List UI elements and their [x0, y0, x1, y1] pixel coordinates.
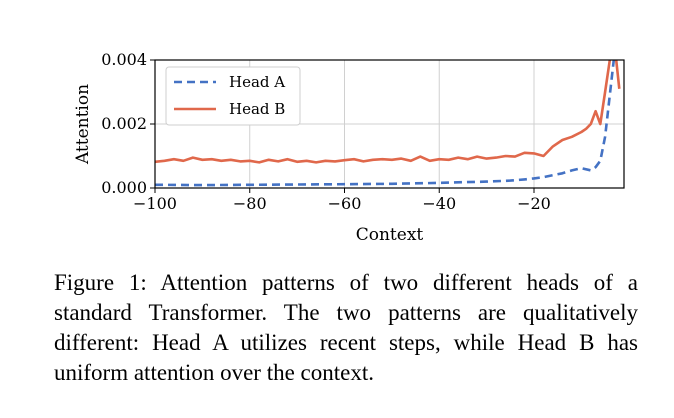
legend-label-head-a: Head A [229, 73, 285, 91]
attention-chart: −100 −80 −60 −40 −20 0.000 0.002 0.004 Head A H… [73, 50, 625, 245]
x-tick-label: −20 [517, 194, 551, 213]
plot-area: −100 −80 −60 −40 −20 0.000 0.002 0.004 Head A H… [101, 50, 625, 213]
x-axis-label: Context [356, 225, 424, 245]
x-tick-label: −100 [133, 194, 177, 213]
y-tick-label: 0.004 [101, 50, 147, 69]
y-tick-label: 0.002 [101, 114, 147, 133]
series-layer [155, 60, 621, 187]
x-tick-label: −80 [233, 194, 267, 213]
figure-caption: Figure 1: Attention patterns of two diff… [54, 270, 638, 385]
legend-box [165, 66, 301, 126]
legend: Head A Head B [165, 66, 301, 126]
x-tick-label: −60 [328, 194, 362, 213]
legend-label-head-b: Head B [229, 100, 285, 118]
y-axis-label: Attention [73, 84, 93, 165]
series-line-head-b [155, 60, 621, 164]
x-tick-label: −40 [422, 194, 456, 213]
series-line-head-a [155, 60, 616, 187]
y-tick-label: 0.000 [101, 178, 147, 197]
tick-layer: −100 −80 −60 −40 −20 0.000 0.002 0.004 [101, 50, 551, 213]
